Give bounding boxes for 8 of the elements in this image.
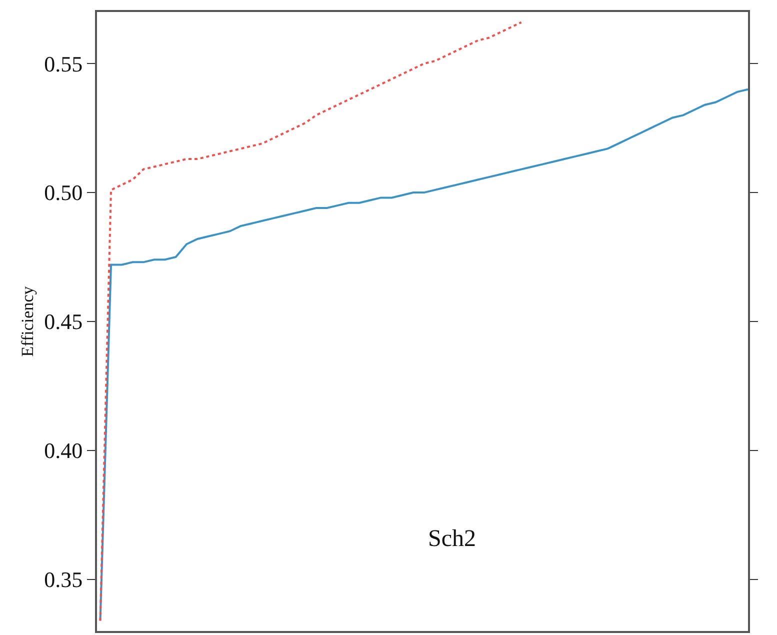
y-tick-label: 0.35 (44, 567, 83, 592)
y-axis-title: Efficiency (18, 286, 38, 357)
annotation: Sch2 (428, 526, 476, 552)
y-tick-label: 0.50 (44, 180, 83, 206)
y-tick-label: 0.40 (44, 438, 83, 464)
line-series (99, 21, 522, 622)
y-tick-label: 0.55 (44, 51, 83, 76)
y-tick-label: 0.45 (44, 309, 83, 334)
